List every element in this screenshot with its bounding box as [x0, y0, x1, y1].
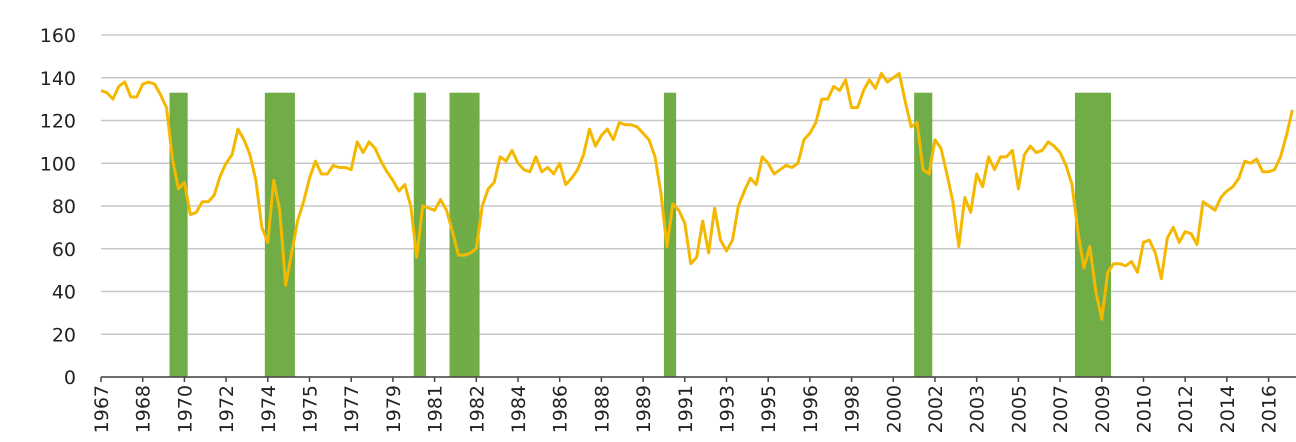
recession-bar: [181, 92, 188, 378]
recession-bar: [169, 92, 176, 378]
recession-bar: [419, 92, 426, 378]
recession-bar: [455, 92, 462, 378]
recession-bar: [1098, 92, 1106, 378]
x-tick-label: 2007: [1050, 385, 1072, 433]
recession-bar: [1092, 92, 1100, 378]
recession-bar: [1080, 92, 1088, 378]
x-tick-label: 1993: [716, 385, 738, 433]
recession-bar: [669, 92, 677, 378]
x-tick-label: 1995: [758, 385, 780, 433]
x-tick-label: 1986: [550, 385, 572, 433]
recession-bar: [467, 92, 474, 378]
recession-bar: [413, 92, 420, 378]
recession-bar: [175, 92, 182, 378]
y-tick-label: 120: [40, 111, 76, 133]
recession-bar: [270, 92, 278, 378]
x-tick-label: 1991: [675, 385, 697, 433]
x-tick-label: 2010: [1133, 385, 1155, 433]
recession-bar: [288, 92, 295, 378]
x-tick-label: 2000: [883, 385, 905, 433]
x-tick-label: 1974: [258, 385, 280, 433]
x-tick-label: 2012: [1175, 385, 1197, 433]
x-tick-label: 1998: [842, 385, 864, 433]
x-tick-label: 1984: [508, 385, 530, 433]
y-tick-label: 40: [52, 282, 76, 304]
x-tick-label: 1988: [591, 385, 613, 433]
x-tick-label: 2014: [1217, 385, 1239, 433]
x-tick-label: 2009: [1092, 385, 1114, 433]
x-tick-label: 2002: [925, 385, 947, 433]
y-tick-label: 80: [52, 196, 76, 218]
recession-bar: [1086, 92, 1094, 378]
y-tick-label: 20: [52, 324, 76, 346]
x-tick-label: 1977: [341, 385, 363, 433]
x-tick-label: 1996: [800, 385, 822, 433]
recession-bar: [282, 92, 289, 378]
x-tick-label: 1989: [633, 385, 655, 433]
y-tick-label: 0: [64, 367, 76, 389]
x-tick-label: 1982: [466, 385, 488, 433]
x-tick-label: 1967: [91, 385, 113, 433]
recession-bar: [920, 92, 927, 378]
x-tick-label: 1979: [383, 385, 405, 433]
x-tick-label: 1970: [174, 385, 196, 433]
recession-bar: [914, 92, 921, 378]
y-tick-label: 60: [52, 239, 76, 261]
y-tick-label: 100: [40, 153, 76, 175]
x-tick-label: 2005: [1008, 385, 1030, 433]
recession-bar: [276, 92, 283, 378]
y-tick-label: 140: [40, 68, 76, 90]
recession-bar: [461, 92, 468, 378]
y-tick-label: 160: [40, 25, 76, 47]
x-tick-label: 1975: [299, 385, 321, 433]
x-tick-label: 1972: [216, 385, 238, 433]
x-tick-label: 1981: [425, 385, 447, 433]
recession-bar: [473, 92, 480, 378]
recession-bar: [1104, 92, 1112, 378]
x-tick-label: 2003: [967, 385, 989, 433]
recession-bar: [926, 92, 933, 378]
x-tick-label: 2016: [1259, 385, 1281, 433]
line: [100, 71, 1294, 321]
x-tick-label: 1968: [133, 385, 155, 433]
